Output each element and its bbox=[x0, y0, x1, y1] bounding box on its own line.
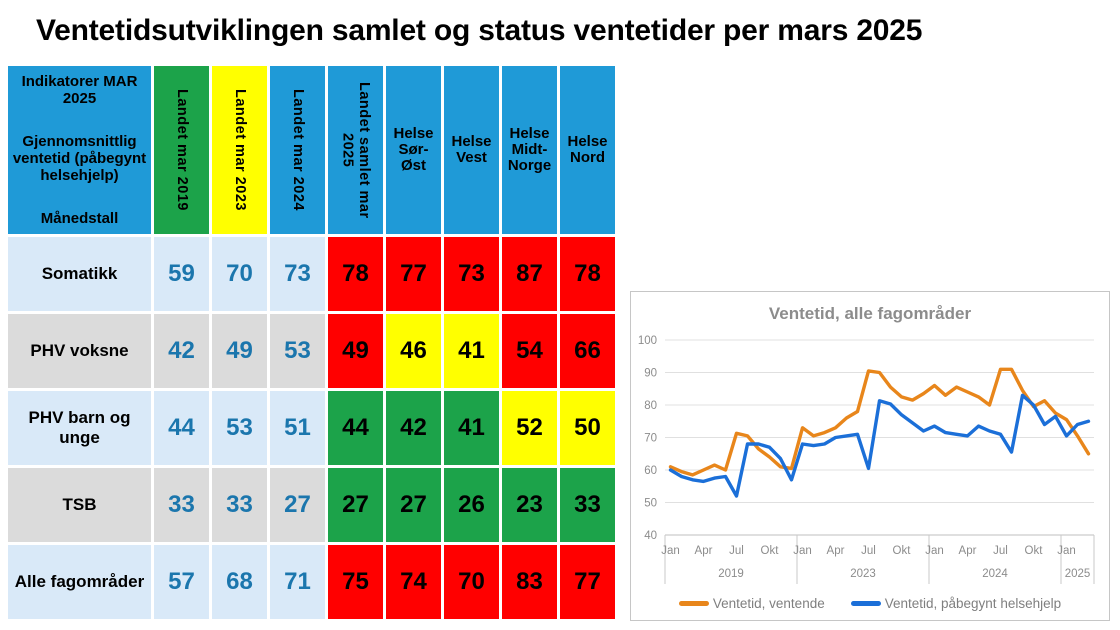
x-axis-year-label: 2025 bbox=[1065, 568, 1091, 580]
column-header-landet-2019: Landet mar 2019 bbox=[154, 66, 209, 234]
status-value: 66 bbox=[560, 314, 615, 388]
x-axis-year-label: 2019 bbox=[718, 568, 744, 580]
x-axis-month-label: Okt bbox=[1025, 545, 1044, 557]
baseline-value: 73 bbox=[270, 237, 325, 311]
wait-times-table: Indikatorer MAR 2025 Gjennomsnittlig ven… bbox=[8, 66, 615, 619]
baseline-value: 33 bbox=[154, 468, 209, 542]
status-value: 33 bbox=[560, 468, 615, 542]
page-title: Ventetidsutviklingen samlet og status ve… bbox=[36, 14, 923, 47]
y-axis-tick: 40 bbox=[644, 530, 657, 542]
indicator-measure: Gjennomsnittlig ventetid (påbegynt helse… bbox=[12, 133, 147, 184]
table-header-indicator: Indikatorer MAR 2025 Gjennomsnittlig ven… bbox=[8, 66, 151, 234]
line-chart: 100 90 80 70 60 50 40 Jan Apr Jul Okt 2019 Jan Apr Jul… bbox=[630, 291, 1110, 621]
baseline-value: 49 bbox=[212, 314, 267, 388]
status-value: 52 bbox=[502, 391, 557, 465]
baseline-value: 70 bbox=[212, 237, 267, 311]
column-header-helse-nord: Helse Nord bbox=[560, 66, 615, 234]
row-label: Somatikk bbox=[8, 237, 151, 311]
status-value: 78 bbox=[560, 237, 615, 311]
baseline-value: 51 bbox=[270, 391, 325, 465]
y-axis-tick: 70 bbox=[644, 433, 657, 445]
status-value: 46 bbox=[386, 314, 441, 388]
legend-label: Ventetid, ventende bbox=[712, 596, 825, 611]
row-label: Alle fagområder bbox=[8, 545, 151, 619]
status-value: 73 bbox=[444, 237, 499, 311]
baseline-value: 57 bbox=[154, 545, 209, 619]
status-value: 70 bbox=[444, 545, 499, 619]
status-value: 49 bbox=[328, 314, 383, 388]
baseline-value: 68 bbox=[212, 545, 267, 619]
status-value: 23 bbox=[502, 468, 557, 542]
series-line bbox=[668, 367, 1091, 477]
series-line bbox=[668, 393, 1091, 498]
x-axis-month-label: Apr bbox=[959, 545, 977, 557]
x-axis-month-label: Jan bbox=[793, 545, 812, 557]
blue-line-swatch-icon bbox=[850, 601, 881, 606]
baseline-value: 59 bbox=[154, 237, 209, 311]
baseline-value: 33 bbox=[212, 468, 267, 542]
status-value: 27 bbox=[328, 468, 383, 542]
baseline-value: 53 bbox=[270, 314, 325, 388]
status-value: 75 bbox=[328, 545, 383, 619]
y-axis-tick: 50 bbox=[644, 498, 657, 510]
y-axis-tick: 80 bbox=[644, 400, 657, 412]
x-axis-month-label: Okt bbox=[761, 545, 780, 557]
x-axis-month-label: Jan bbox=[1057, 545, 1076, 557]
status-value: 44 bbox=[328, 391, 383, 465]
status-value: 78 bbox=[328, 237, 383, 311]
status-value: 77 bbox=[386, 237, 441, 311]
status-value: 77 bbox=[560, 545, 615, 619]
legend-label: Ventetid, påbegynt helsehjelp bbox=[884, 596, 1062, 611]
x-axis-month-label: Okt bbox=[893, 545, 912, 557]
column-header-helse-sor-ost: Helse Sør-Øst bbox=[386, 66, 441, 234]
x-axis-year-label: 2023 bbox=[850, 568, 876, 580]
x-axis-month-label: Jan bbox=[661, 545, 680, 557]
chart-title: Ventetid, alle fagområder bbox=[768, 304, 972, 323]
x-axis-month-label: Jul bbox=[993, 545, 1008, 557]
status-value: 27 bbox=[386, 468, 441, 542]
x-axis-month-label: Jul bbox=[729, 545, 744, 557]
y-axis-tick: 100 bbox=[638, 335, 657, 347]
indicator-title: Indikatorer MAR 2025 bbox=[21, 73, 138, 107]
x-axis-year-label: 2024 bbox=[982, 568, 1008, 580]
row-label: PHV voksne bbox=[8, 314, 151, 388]
chart-plot-area: 100 90 80 70 60 50 40 Jan Apr Jul Okt 2019 Jan Apr Jul… bbox=[631, 292, 1109, 588]
y-axis-tick: 60 bbox=[644, 465, 657, 477]
status-value: 26 bbox=[444, 468, 499, 542]
legend-item-pabegynt: Ventetid, påbegynt helsehjelp bbox=[850, 596, 1062, 611]
column-header-landet-samlet-2025: Landet samlet mar 2025 bbox=[328, 66, 383, 234]
status-value: 42 bbox=[386, 391, 441, 465]
x-axis-month-label: Apr bbox=[695, 545, 713, 557]
y-axis-tick: 90 bbox=[644, 368, 657, 380]
column-header-helse-vest: Helse Vest bbox=[444, 66, 499, 234]
status-value: 54 bbox=[502, 314, 557, 388]
status-value: 41 bbox=[444, 391, 499, 465]
baseline-value: 44 bbox=[154, 391, 209, 465]
status-value: 83 bbox=[502, 545, 557, 619]
legend-item-ventende: Ventetid, ventende bbox=[678, 596, 825, 611]
status-value: 50 bbox=[560, 391, 615, 465]
column-header-landet-2023: Landet mar 2023 bbox=[212, 66, 267, 234]
chart-legend: Ventetid, ventende Ventetid, påbegynt he… bbox=[631, 596, 1109, 611]
x-axis-month-label: Apr bbox=[827, 545, 845, 557]
orange-line-swatch-icon bbox=[678, 601, 709, 606]
indicator-frequency: Månedstall bbox=[40, 210, 119, 228]
column-header-landet-2024: Landet mar 2024 bbox=[270, 66, 325, 234]
column-header-helse-midt: Helse Midt-Norge bbox=[502, 66, 557, 234]
status-value: 41 bbox=[444, 314, 499, 388]
x-axis-month-label: Jan bbox=[925, 545, 944, 557]
baseline-value: 71 bbox=[270, 545, 325, 619]
status-value: 87 bbox=[502, 237, 557, 311]
status-value: 74 bbox=[386, 545, 441, 619]
row-label: PHV barn og unge bbox=[8, 391, 151, 465]
row-label: TSB bbox=[8, 468, 151, 542]
baseline-value: 42 bbox=[154, 314, 209, 388]
baseline-value: 53 bbox=[212, 391, 267, 465]
x-axis-month-label: Jul bbox=[861, 545, 876, 557]
baseline-value: 27 bbox=[270, 468, 325, 542]
